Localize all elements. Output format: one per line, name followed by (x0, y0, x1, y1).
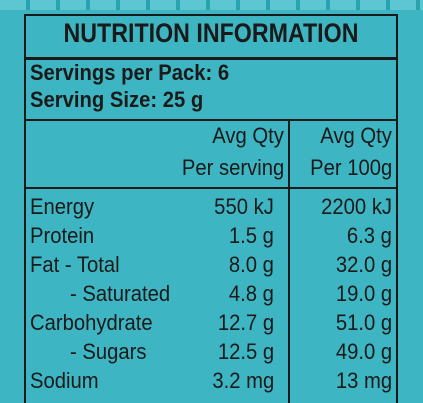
title-rule (26, 57, 396, 60)
header-rule (26, 187, 396, 189)
nutrition-panel: NUTRITION INFORMATION Servings per Pack:… (24, 14, 398, 403)
per-serving-header-line2: Per serving (181, 155, 284, 180)
per-100g-value: 49.0 g (335, 339, 392, 364)
row-label: - Sugars (70, 339, 147, 364)
per-serving-header-line1: Avg Qty (212, 123, 284, 148)
serving-size: Serving Size: 25 g (30, 87, 204, 112)
per-serving-value: 12.5 g (217, 339, 274, 364)
per-serving-value: 550 kJ (214, 194, 274, 219)
decorative-top-strip (0, 0, 423, 10)
per-serving-value: 1.5 g (228, 223, 274, 248)
per-serving-value: 3.2 mg (212, 368, 274, 393)
serving-rule (26, 119, 396, 121)
per-100g-value: 32.0 g (335, 252, 392, 277)
per-100g-value: 6.3 g (346, 223, 392, 248)
row-label: Sodium (30, 368, 99, 393)
row-label: Energy (30, 194, 95, 219)
column-divider-1 (288, 121, 290, 403)
per-serving-value: 12.7 g (217, 310, 274, 335)
row-label: Fat - Total (30, 252, 120, 277)
per-100g-header-line2: Per 100g (309, 155, 392, 180)
per-serving-value: 4.8 g (228, 281, 274, 306)
panel-title: NUTRITION INFORMATION (63, 18, 359, 48)
per-100g-value: 51.0 g (335, 310, 392, 335)
per-serving-value: 8.0 g (228, 252, 274, 277)
row-label: Protein (30, 223, 95, 248)
per-100g-value: 13 mg (335, 368, 392, 393)
row-label: - Saturated (70, 281, 171, 306)
row-label: Carbohydrate (30, 310, 153, 335)
per-100g-value: 2200 kJ (321, 194, 392, 219)
per-100g-header-line1: Avg Qty (320, 123, 392, 148)
servings-per-pack: Servings per Pack: 6 (30, 60, 230, 85)
per-100g-value: 19.0 g (335, 281, 392, 306)
